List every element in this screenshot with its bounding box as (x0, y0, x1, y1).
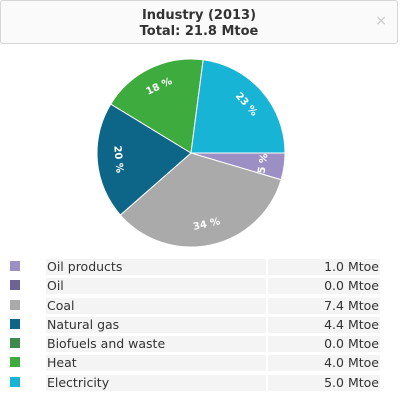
legend-row-oil[interactable]: Oil 0.0 Mtoe (0, 276, 400, 295)
legend-label-oil-products: Oil products (46, 259, 266, 275)
slice-label-oil-products: 5 % (257, 153, 271, 175)
pie-slice-heat[interactable] (110, 58, 204, 154)
legend-swatch-oil (10, 280, 20, 291)
legend-row-biofuels-and-waste[interactable]: Biofuels and waste 0.0 Mtoe (0, 334, 400, 353)
legend-value-oil-products: 1.0 Mtoe (268, 259, 380, 275)
legend-swatch-heat (10, 357, 20, 368)
close-icon[interactable]: × (375, 13, 387, 29)
slice-label-natural-gas: 20 % (111, 145, 124, 173)
chart-subtitle: Total: 21.8 Mtoe (139, 24, 259, 39)
legend-value-biofuels-and-waste: 0.0 Mtoe (268, 336, 380, 353)
pie-slice-coal[interactable] (119, 152, 282, 248)
chart-header: Industry (2013) Total: 21.8 Mtoe × (0, 0, 398, 44)
legend-swatch-electricity (10, 376, 20, 387)
legend-label-heat: Heat (46, 355, 266, 372)
legend-swatch-oil-products (10, 261, 20, 271)
legend-label-coal: Coal (46, 297, 266, 314)
legend-row-natural-gas[interactable]: Natural gas 4.4 Mtoe (0, 315, 400, 334)
legend-label-oil: Oil (46, 278, 266, 295)
legend-row-oil-products[interactable]: Oil products 1.0 Mtoe (0, 257, 400, 276)
legend-label-biofuels-and-waste: Biofuels and waste (46, 336, 266, 353)
legend-label-electricity: Electricity (46, 374, 266, 391)
pie-slice-electricity[interactable] (190, 59, 286, 154)
legend-value-oil: 0.0 Mtoe (268, 278, 380, 295)
legend-value-heat: 4.0 Mtoe (268, 355, 380, 372)
legend-label-natural-gas: Natural gas (46, 316, 266, 333)
legend-value-natural-gas: 4.4 Mtoe (268, 316, 380, 333)
legend-row-electricity[interactable]: Electricity 5.0 Mtoe (0, 373, 400, 392)
legend-table: Oil products 1.0 Mtoe Oil 0.0 Mtoe Coal 7.4 M… (0, 257, 400, 392)
chart-title: Industry (2013) (141, 8, 257, 23)
pie-slice-natural-gas[interactable] (96, 103, 192, 216)
legend-value-coal: 7.4 Mtoe (268, 297, 380, 314)
legend-swatch-biofuels-and-waste (10, 338, 20, 349)
legend-swatch-natural-gas (10, 318, 20, 329)
pie-chart: 5 %34 %20 %18 %23 % (96, 58, 286, 248)
legend-value-electricity: 5.0 Mtoe (268, 374, 380, 391)
legend-row-heat[interactable]: Heat 4.0 Mtoe (0, 353, 400, 372)
legend-row-coal[interactable]: Coal 7.4 Mtoe (0, 296, 400, 315)
legend-swatch-coal (10, 299, 20, 310)
